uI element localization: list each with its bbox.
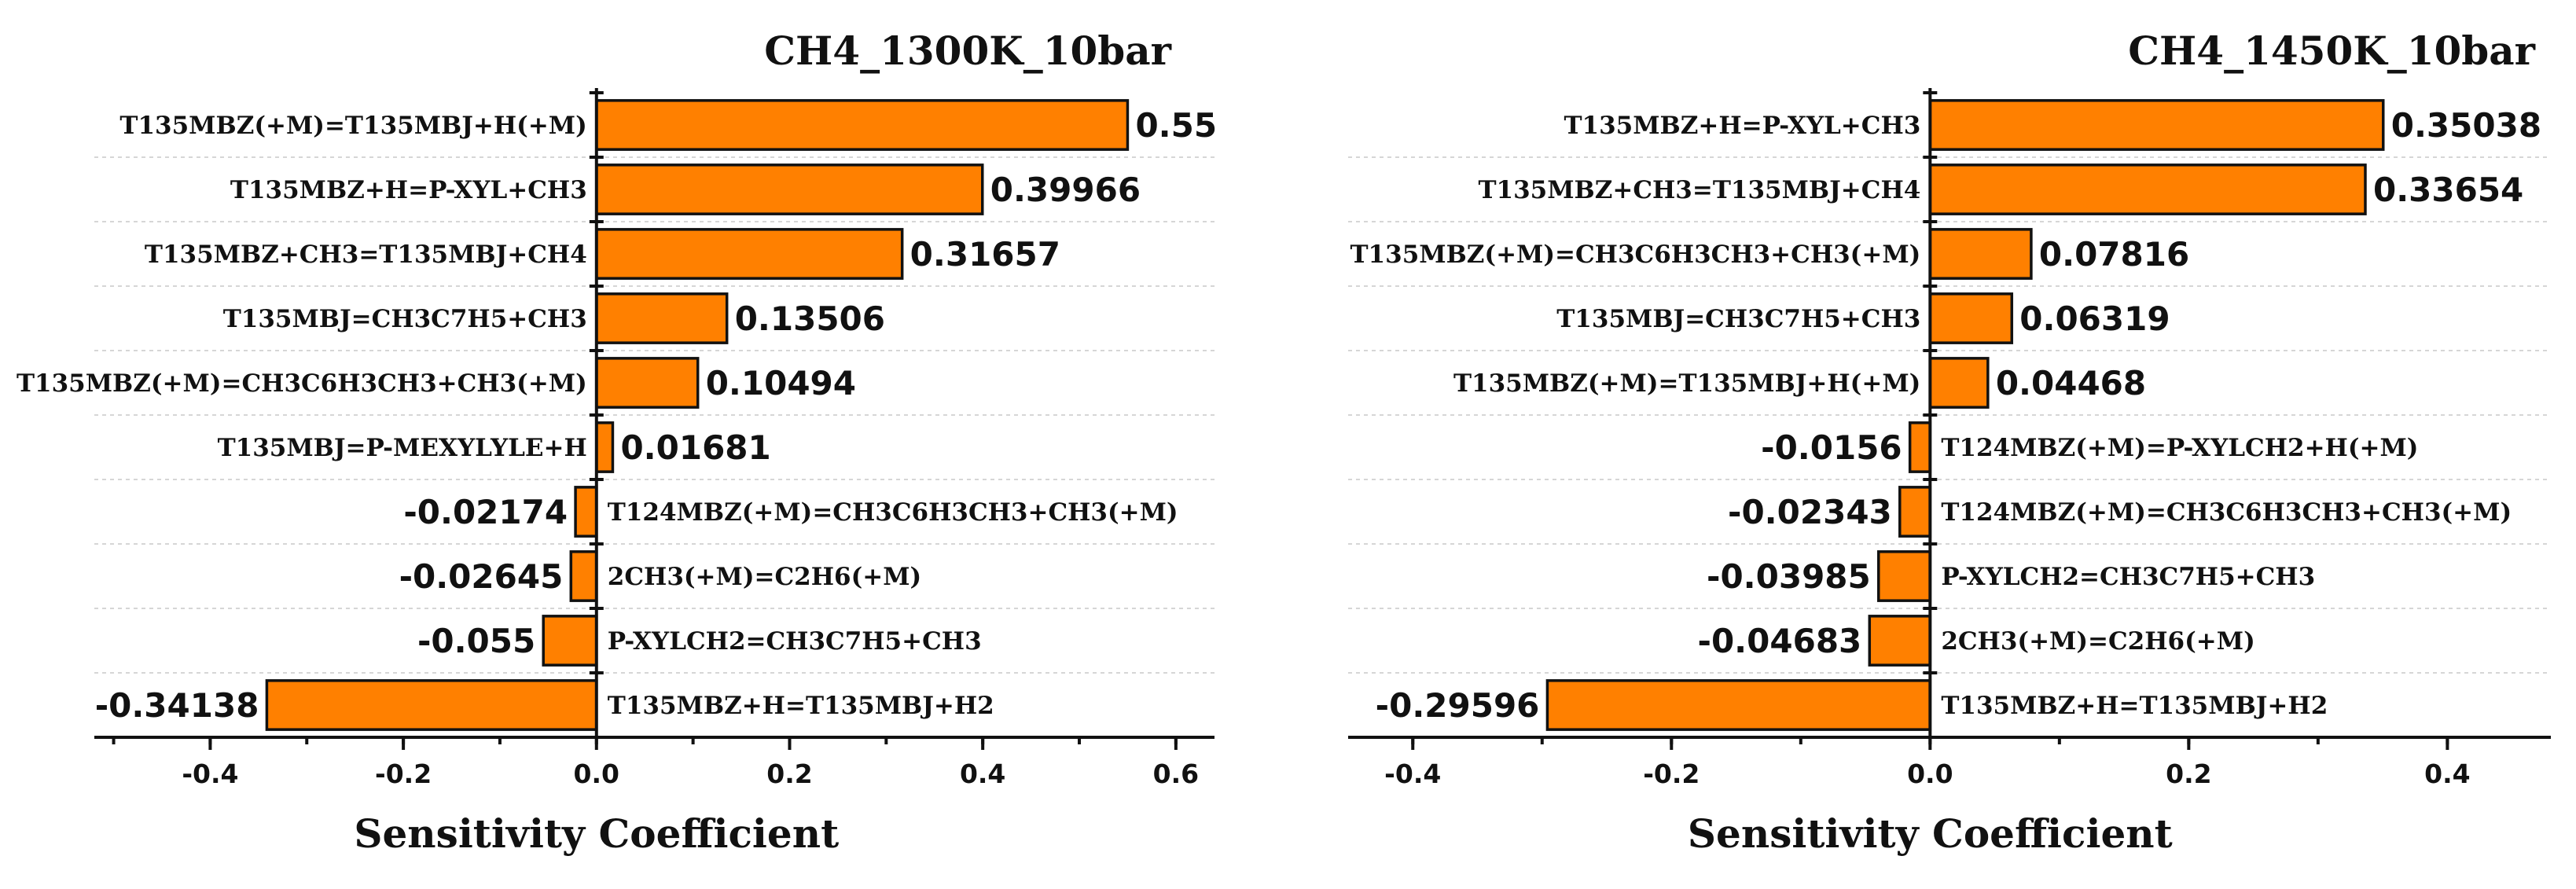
x-tick-label: 0.2 [2166,759,2211,789]
category-label-7: 2CH3(+M)=C2H6(+M) [608,563,921,591]
value-label-4: 0.04468 [1996,364,2146,402]
bar-3 [595,292,729,344]
value-label-9: -0.29596 [1376,686,1540,725]
category-label-8: 2CH3(+M)=C2H6(+M) [1941,627,2254,656]
bar-3 [1928,292,2014,344]
x-axis-label: Sensitivity Coefficient [354,810,839,857]
value-label-7: -0.03985 [1707,557,1871,596]
x-tick-label: -0.2 [1643,759,1700,789]
bar-8 [542,615,598,667]
bar-5 [1908,421,1932,473]
category-label-0: T135MBZ+H=P-XYL+CH3 [1564,112,1920,140]
value-label-1: 0.39966 [990,171,1141,209]
value-label-3: 0.06319 [2019,299,2170,338]
bar-0 [1928,99,2385,151]
value-label-4: 0.10494 [706,364,856,402]
value-label-9: -0.34138 [95,686,259,725]
chart-panel-1450k: CH4_1450K_10bar 0.35038 T135MBZ+H=P-XYL+CH… [1348,28,2551,857]
bar-1 [595,163,984,215]
category-label-6: T124MBZ(+M)=CH3C6H3CH3+CH3(+M) [608,498,1178,527]
category-label-9: T135MBZ+H=T135MBJ+H2 [1941,692,2328,720]
value-label-1: 0.33654 [2373,171,2523,209]
bar-6 [1898,486,1932,538]
chart-title: CH4_1300K_10bar [764,28,1171,74]
x-tick-label: 0.0 [1907,759,1953,789]
category-label-6: T124MBZ(+M)=CH3C6H3CH3+CH3(+M) [1941,498,2512,527]
x-tick-label: 0.4 [960,759,1005,789]
category-label-4: T135MBZ(+M)=T135MBJ+H(+M) [1453,369,1920,398]
x-tick-label: 0.6 [1153,759,1199,789]
bar-2 [595,228,904,280]
x-tick-label: 0.4 [2424,759,2470,789]
bar-4 [1928,357,1990,409]
bar-5 [595,421,615,473]
value-label-8: -0.055 [417,622,535,660]
value-label-0: 0.55 [1135,106,1217,145]
category-label-1: T135MBZ+H=P-XYL+CH3 [230,176,587,204]
chart-title: CH4_1450K_10bar [2128,28,2535,74]
category-label-5: T135MBJ=P-MEXYLYLE+H [218,434,587,462]
value-label-3: 0.13506 [735,299,885,338]
category-label-4: T135MBZ(+M)=CH3C6H3CH3+CH3(+M) [17,369,587,398]
category-label-7: P-XYLCH2=CH3C7H5+CH3 [1941,563,2315,591]
value-label-6: -0.02174 [403,493,568,531]
value-label-0: 0.35038 [2391,106,2541,145]
bar-2 [1928,228,2033,280]
value-label-2: 0.31657 [910,235,1060,274]
x-tick-label: 0.0 [574,759,619,789]
value-label-7: -0.02645 [399,557,564,596]
category-label-8: P-XYLCH2=CH3C7H5+CH3 [608,627,982,656]
category-label-1: T135MBZ+CH3=T135MBJ+CH4 [1478,176,1920,204]
x-tick-label: 0.2 [766,759,812,789]
x-axis-label: Sensitivity Coefficient [1688,810,2173,857]
value-label-8: -0.04683 [1698,622,1862,660]
bar-7 [1877,550,1932,602]
chart-panel-1300k: CH4_1300K_10bar 0.55 T135MBZ(+M)=T135MBJ+H… [17,28,1217,857]
category-label-5: T124MBZ(+M)=P-XYLCH2+H(+M) [1941,434,2418,462]
x-tick-label: -0.2 [375,759,432,789]
value-label-5: 0.01681 [620,428,770,467]
category-label-3: T135MBJ=CH3C7H5+CH3 [223,305,587,333]
bar-4 [595,357,700,409]
bar-0 [595,99,1130,151]
x-tick-label: -0.4 [1384,759,1441,789]
category-label-3: T135MBJ=CH3C7H5+CH3 [1556,305,1920,333]
bar-6 [574,486,598,538]
bar-7 [569,550,598,602]
x-tick-label: -0.4 [182,759,238,789]
bar-8 [1868,615,1932,667]
bar-9 [265,679,598,731]
bar-1 [1928,163,2367,215]
value-label-2: 0.07816 [2039,235,2189,274]
bar-9 [1545,679,1932,731]
category-label-0: T135MBZ(+M)=T135MBJ+H(+M) [119,112,586,140]
category-label-2: T135MBZ+CH3=T135MBJ+CH4 [145,241,587,269]
category-label-2: T135MBZ(+M)=CH3C6H3CH3+CH3(+M) [1350,241,1920,269]
value-label-5: -0.0156 [1761,428,1902,467]
category-label-9: T135MBZ+H=T135MBJ+H2 [608,692,994,720]
value-label-6: -0.02343 [1728,493,1892,531]
